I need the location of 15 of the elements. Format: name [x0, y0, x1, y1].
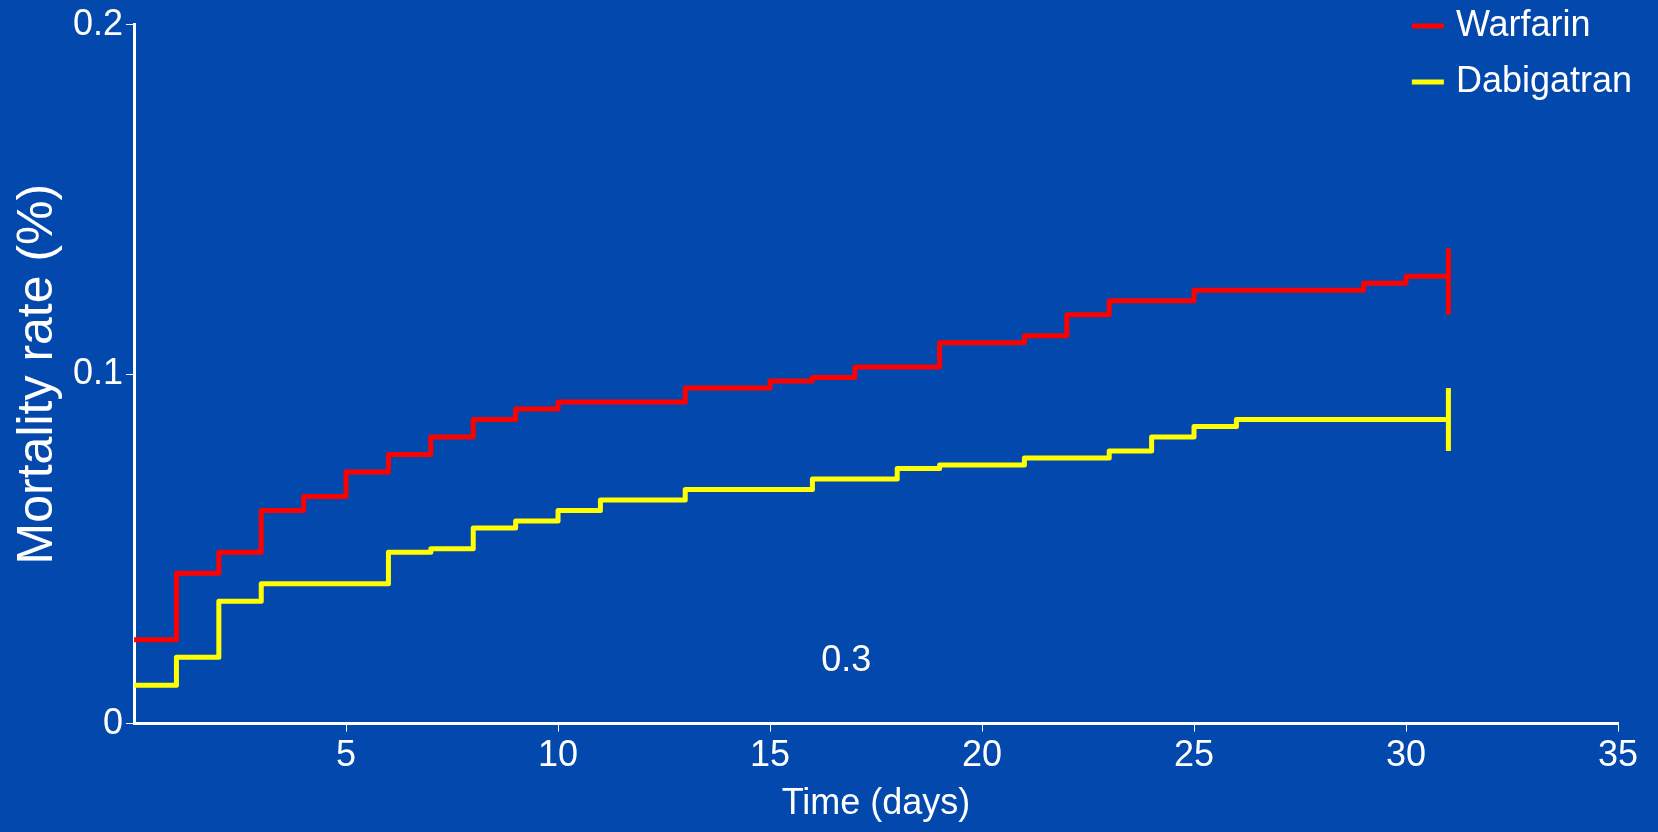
y-tick-label: 0.2 — [73, 1, 124, 43]
x-tick-label: 5 — [336, 733, 357, 775]
x-tick-label: 10 — [538, 733, 579, 775]
x-tick-label: 35 — [1597, 733, 1639, 775]
x-tick-label: 20 — [962, 733, 1003, 775]
x-tick-label: 25 — [1173, 733, 1215, 775]
legend-label: Warfarin — [1455, 2, 1591, 44]
y-tick-label: 0.1 — [73, 351, 124, 393]
annotation: 0.3 — [821, 637, 872, 679]
legend-label: Dabigatran — [1455, 58, 1633, 100]
y-axis-title: Mortality rate (%) — [6, 183, 63, 565]
y-tick-label: 0 — [103, 700, 124, 742]
x-tick-label: 15 — [750, 733, 791, 775]
x-axis-title: Time (days) — [781, 781, 971, 823]
x-tick-label: 30 — [1385, 733, 1427, 775]
